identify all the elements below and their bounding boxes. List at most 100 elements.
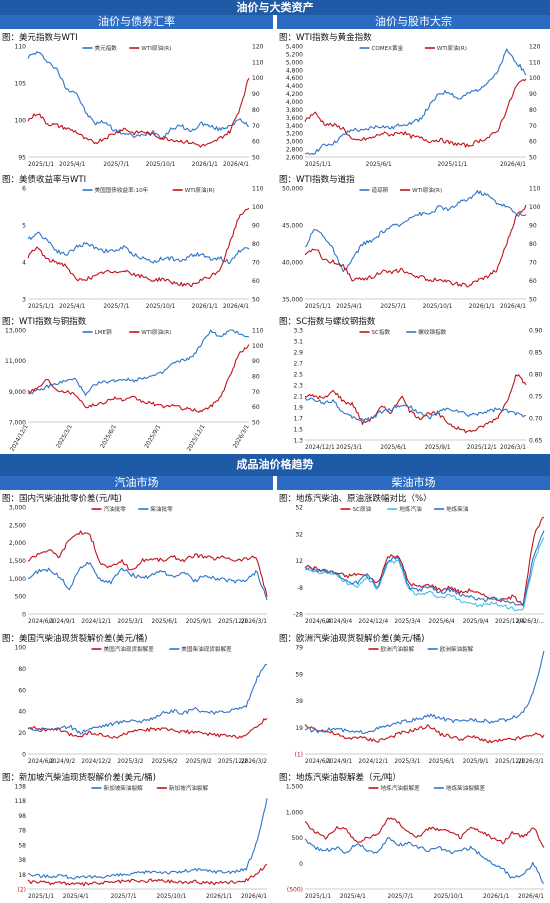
chart-panel-2: 图：WTI指数与黄金指数 5,400 5,200 5,000 4,800 4,600 4,4… xyxy=(277,30,550,171)
left-tick-label: 38 xyxy=(18,857,26,864)
x-tick-label: 2025/12/1 xyxy=(495,759,525,765)
right-tick-label: 80 xyxy=(252,374,260,381)
left-tick-label: 3.1 xyxy=(293,339,303,346)
chart-panel-1: 图：美元指数与WTI 110 105 100 95 120 110 100 90 80 70 60 50… xyxy=(0,30,273,171)
x-tick-label: 2024/6/1 xyxy=(305,759,331,765)
x-tick-label: 2025/6/1 xyxy=(100,424,118,450)
chart-svg: 1,500 1,000 500 0 (500)2025/1/1 2025/4/1 2025/… xyxy=(286,784,545,900)
x-tick-label: 2025/1/1 xyxy=(305,162,331,168)
series-line xyxy=(27,77,250,148)
subhead-gasoline: 汽油市场 xyxy=(0,476,273,490)
chart-panel-8: 图：地炼汽柴油、原油涨跌幅对比（%） 52 32 12 -8 -28 2024/6/4 202… xyxy=(277,491,550,628)
x-tick-label: 2025/12/1 xyxy=(467,445,497,451)
left-tick-label: 13,000 xyxy=(5,328,26,335)
legend-label: 美国柴油现货裂解差 xyxy=(181,645,232,653)
chart-svg: 138 118 98 78 58 38 18 (2)2025/1/1 2025/4/1 2025/… xyxy=(15,784,268,900)
x-tick-label: 2025/9/1 xyxy=(186,619,212,625)
x-tick-label: 2025/6/1 xyxy=(152,619,178,625)
left-tick-label: 100 xyxy=(15,118,27,125)
left-tick-label: 3.3 xyxy=(293,328,303,335)
left-tick-label: 12 xyxy=(295,558,303,565)
series-line xyxy=(27,51,250,140)
right-tick-label: 100 xyxy=(252,343,264,350)
series-line xyxy=(304,190,527,273)
left-tick-label: 2,000 xyxy=(9,540,26,547)
x-tick-label: 2026/3/2 xyxy=(241,759,267,765)
x-tick-label: 2024/12/4 xyxy=(358,619,388,625)
left-tick-label: 3,400 xyxy=(286,123,303,130)
left-tick-label: 58 xyxy=(18,842,26,849)
series-line xyxy=(28,561,268,601)
left-tick-label: 40 xyxy=(18,709,26,716)
legend-label: 螺纹钢指数 xyxy=(418,328,446,336)
left-tick-label: 79 xyxy=(295,645,303,652)
left-tick-label: 3,200 xyxy=(286,131,303,138)
chart-title: 图：WTI指数与黄金指数 xyxy=(279,33,372,43)
left-tick-label: 2.1 xyxy=(293,394,303,401)
right-tick-label: 70 xyxy=(529,260,537,267)
left-tick-label: 40,000 xyxy=(282,260,303,267)
x-tick-label: 2025/9/2 xyxy=(186,759,212,765)
x-tick-label: 2026/1/1 xyxy=(206,894,232,900)
x-tick-label: 2025/12/1 xyxy=(218,619,248,625)
left-tick-label: 95 xyxy=(18,155,26,162)
x-tick-label: 2025/10/1 xyxy=(146,304,176,310)
left-tick-label: 2.7 xyxy=(293,361,303,368)
x-tick-label: 2025/9/1 xyxy=(463,759,489,765)
chart-title: 图：美国汽柴油现货裂解价差(美元/桶) xyxy=(2,634,148,644)
right-tick-label: 70 xyxy=(252,260,260,267)
left-tick-label: 2,600 xyxy=(286,155,303,162)
x-tick-label: 2025/12/1 xyxy=(186,424,206,453)
series-line xyxy=(304,78,527,148)
right-tick-label: 50 xyxy=(529,155,537,162)
subhead-stocks-commodities: 油价与股市大宗 xyxy=(277,15,550,29)
series-line xyxy=(304,650,545,735)
left-tick-label: 4,200 xyxy=(286,91,303,98)
left-tick-label: 1,500 xyxy=(286,784,303,791)
left-tick-label: 2,500 xyxy=(9,522,26,529)
right-tick-label: 0.90 xyxy=(529,328,543,335)
left-tick-label: -8 xyxy=(297,585,303,592)
x-tick-label: 2025/12/4 xyxy=(495,619,525,625)
legend-label: 美国汽油现货裂解差 xyxy=(104,645,155,653)
right-tick-label: 0.85 xyxy=(529,350,543,357)
x-tick-label: 2026/3/... xyxy=(516,619,544,625)
right-tick-label: 110 xyxy=(529,186,541,193)
x-tick-label: 2024/6/1 xyxy=(28,619,54,625)
x-tick-label: 2024/12/1 xyxy=(305,445,335,451)
series-line xyxy=(304,397,527,422)
right-tick-label: 0.80 xyxy=(529,372,543,379)
x-tick-label: 2026/3/1 xyxy=(241,619,267,625)
right-tick-label: 80 xyxy=(529,107,537,114)
right-tick-label: 50 xyxy=(252,155,260,162)
left-tick-label: (1) xyxy=(295,752,304,759)
left-tick-label: 78 xyxy=(18,828,26,835)
right-tick-label: 0.70 xyxy=(529,416,543,423)
x-tick-label: 2026/3/1 xyxy=(500,445,526,451)
x-tick-label: 2025/7/1 xyxy=(103,304,129,310)
x-tick-label: 2024/12/1 xyxy=(10,424,30,453)
x-tick-label: 2025/4/1 xyxy=(340,894,366,900)
series-line xyxy=(304,204,527,288)
legend-label: 新加坡汽油裂解 xyxy=(169,784,209,792)
left-tick-label: 80 xyxy=(18,666,26,673)
legend-label: SC指数 xyxy=(372,328,391,336)
x-tick-label: 2025/7/1 xyxy=(103,162,129,168)
series-line xyxy=(304,537,545,612)
right-tick-label: 70 xyxy=(252,389,260,396)
chart-title: 图：美元指数与WTI xyxy=(2,33,78,43)
x-tick-label: 2026/4/1 xyxy=(500,304,526,310)
left-tick-label: 1,500 xyxy=(9,558,26,565)
right-tick-label: 70 xyxy=(252,123,260,130)
x-tick-label: 2025/3/1 xyxy=(394,759,420,765)
series-line xyxy=(28,663,268,735)
right-tick-label: 80 xyxy=(529,241,537,248)
chart-title: 图：地炼汽柴油、原油涨跌幅对比（%） xyxy=(279,494,432,504)
left-tick-label: 3,000 xyxy=(9,505,26,512)
right-tick-label: 50 xyxy=(252,420,260,427)
chart-panel-7: 图：国内汽柴油批零价差(元/吨) 3,000 2,500 2,000 1,500 1,00… xyxy=(0,491,273,628)
legend-label: 地炼汽油裂解差 xyxy=(381,784,421,792)
chart-svg: 13,00011,0009,0007,000110100908070605020… xyxy=(5,328,264,453)
left-tick-label: 60 xyxy=(18,687,26,694)
legend-label: 道琼斯 xyxy=(372,186,389,194)
